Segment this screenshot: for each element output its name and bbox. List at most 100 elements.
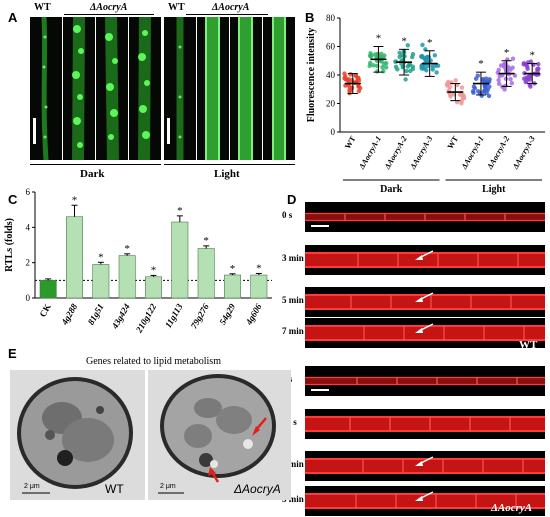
c-significance-star: * bbox=[98, 251, 104, 263]
b-data-point bbox=[459, 98, 464, 104]
fluorescence-image-mutant-light-1 bbox=[197, 17, 229, 160]
c-significance-star: * bbox=[203, 235, 209, 247]
b-data-point bbox=[358, 85, 363, 91]
b-data-point bbox=[479, 93, 484, 98]
c-significance-star: * bbox=[72, 194, 78, 206]
panel-label-b: B bbox=[305, 10, 315, 25]
b-significance-star: * bbox=[427, 37, 433, 49]
timelapse-time-label: 7 min bbox=[282, 326, 304, 336]
b-data-point bbox=[444, 82, 450, 87]
c-x-tick-label: 79g276 bbox=[189, 302, 211, 331]
timelapse-time-label: 3 min bbox=[282, 494, 304, 504]
panel-label-c: C bbox=[8, 192, 18, 207]
panel-a-scale-bar bbox=[33, 118, 36, 144]
b-data-point bbox=[510, 56, 516, 61]
b-light-label: Light bbox=[482, 184, 506, 195]
timelapse-time-label: 3 min bbox=[282, 253, 304, 263]
timelapse-frame bbox=[305, 245, 545, 275]
b-x-tick-label: WT bbox=[343, 134, 358, 151]
b-data-point bbox=[461, 93, 466, 99]
b-data-point bbox=[420, 66, 425, 71]
b-y-tick-label: 40 bbox=[326, 70, 336, 80]
b-y-tick-label: 0 bbox=[331, 127, 336, 137]
b-data-point bbox=[426, 54, 431, 60]
b-data-point bbox=[486, 79, 492, 84]
b-data-point bbox=[509, 80, 515, 86]
b-data-point bbox=[355, 76, 360, 81]
b-data-point bbox=[369, 53, 374, 58]
panel-c-chart: 0 2 4 6 RTLs (folds) CK * 4g288 * 81g51 * 43g424 * 21… bbox=[4, 187, 272, 367]
panel-a-bracket-light bbox=[186, 14, 268, 15]
panel-d-mutant-label: ΔAocryA bbox=[491, 502, 533, 514]
b-data-point bbox=[536, 61, 541, 67]
b-data-point bbox=[506, 64, 511, 70]
c-bar bbox=[197, 248, 215, 299]
panel-b-chart: 0 20 40 60 80 Fluorescence intensity WT * ΔAocry… bbox=[306, 13, 545, 195]
c-x-tick-label: 81g51 bbox=[86, 302, 106, 326]
c-significance-star: * bbox=[151, 264, 157, 276]
c-x-tick-label: 11g113 bbox=[163, 302, 185, 330]
b-data-point bbox=[481, 78, 486, 83]
panel-d-wt-label: WT bbox=[519, 339, 538, 351]
tem-mutant-label: ΔAocryA bbox=[234, 482, 281, 496]
b-x-tick-label: ΔAocryA-3 bbox=[408, 135, 435, 172]
b-data-point bbox=[405, 43, 410, 48]
b-data-point bbox=[384, 65, 389, 70]
c-significance-star: * bbox=[256, 262, 262, 274]
tem-mutant-scale-label: 2 μm bbox=[160, 483, 176, 490]
b-data-point bbox=[404, 68, 409, 74]
b-x-tick-label: ΔAocryA-1 bbox=[459, 135, 486, 172]
timelapse-frame bbox=[305, 202, 545, 232]
b-data-point bbox=[523, 79, 528, 85]
b-significance-star: * bbox=[529, 50, 535, 62]
tem-wt-label: WT bbox=[105, 482, 124, 496]
b-x-tick-label: WT bbox=[446, 134, 461, 151]
timelapse-time-label: 5 min bbox=[282, 295, 304, 305]
b-y-tick-label: 20 bbox=[326, 99, 336, 109]
panel-a-dark-label: Dark bbox=[80, 168, 105, 180]
timelapse-frame bbox=[305, 366, 545, 396]
b-data-point bbox=[528, 73, 533, 79]
panel-label-a: A bbox=[8, 10, 18, 25]
b-data-point bbox=[486, 93, 492, 99]
b-y-tick-label: 60 bbox=[326, 42, 336, 52]
b-data-point bbox=[447, 84, 453, 90]
b-x-tick-label: ΔAocryA-2 bbox=[485, 135, 512, 172]
b-data-point bbox=[475, 73, 480, 78]
b-data-point bbox=[496, 81, 502, 86]
b-data-point bbox=[374, 55, 379, 60]
timelapse-frame bbox=[305, 287, 545, 317]
b-data-point bbox=[380, 65, 385, 70]
b-data-point bbox=[503, 76, 509, 81]
tem-image-wt: 2 μm WT bbox=[10, 370, 145, 500]
panel-label-d: D bbox=[287, 192, 297, 207]
c-significance-star: * bbox=[124, 243, 130, 255]
b-y-axis-label: Fluorescence intensity bbox=[306, 28, 317, 123]
b-data-point bbox=[512, 73, 518, 78]
b-data-point bbox=[471, 84, 477, 89]
b-data-point bbox=[379, 59, 384, 64]
c-y-tick-label: 4 bbox=[26, 222, 31, 232]
b-data-point bbox=[420, 42, 425, 48]
b-y-tick-label: 80 bbox=[326, 13, 336, 23]
b-data-point bbox=[508, 76, 513, 82]
tem-image-mutant: 2 μm ΔAocryA bbox=[148, 370, 291, 500]
c-bar bbox=[250, 274, 268, 299]
fluorescence-image-mutant-dark-3 bbox=[129, 17, 161, 160]
timelapse-time-label: 0 s bbox=[282, 210, 293, 220]
c-bar bbox=[66, 216, 83, 299]
b-data-point bbox=[410, 54, 415, 60]
b-data-point bbox=[502, 87, 507, 92]
panel-a-mutant-light-label: ΔAocryA bbox=[212, 2, 250, 13]
c-y-axis-label: RTLs (folds) bbox=[4, 218, 15, 272]
tem-wt-scale-label: 2 μm bbox=[24, 483, 40, 490]
b-significance-star: * bbox=[504, 47, 510, 59]
b-data-point bbox=[408, 68, 413, 74]
b-data-point bbox=[528, 59, 534, 64]
panel-a-wt-light-label: WT bbox=[168, 2, 185, 13]
panel-a-scale-bar-light bbox=[167, 118, 170, 144]
c-x-tick-label: 43g424 bbox=[109, 302, 132, 332]
c-significance-star: * bbox=[230, 263, 236, 275]
c-y-tick-label: 6 bbox=[26, 187, 31, 197]
timelapse-frame bbox=[305, 451, 545, 481]
